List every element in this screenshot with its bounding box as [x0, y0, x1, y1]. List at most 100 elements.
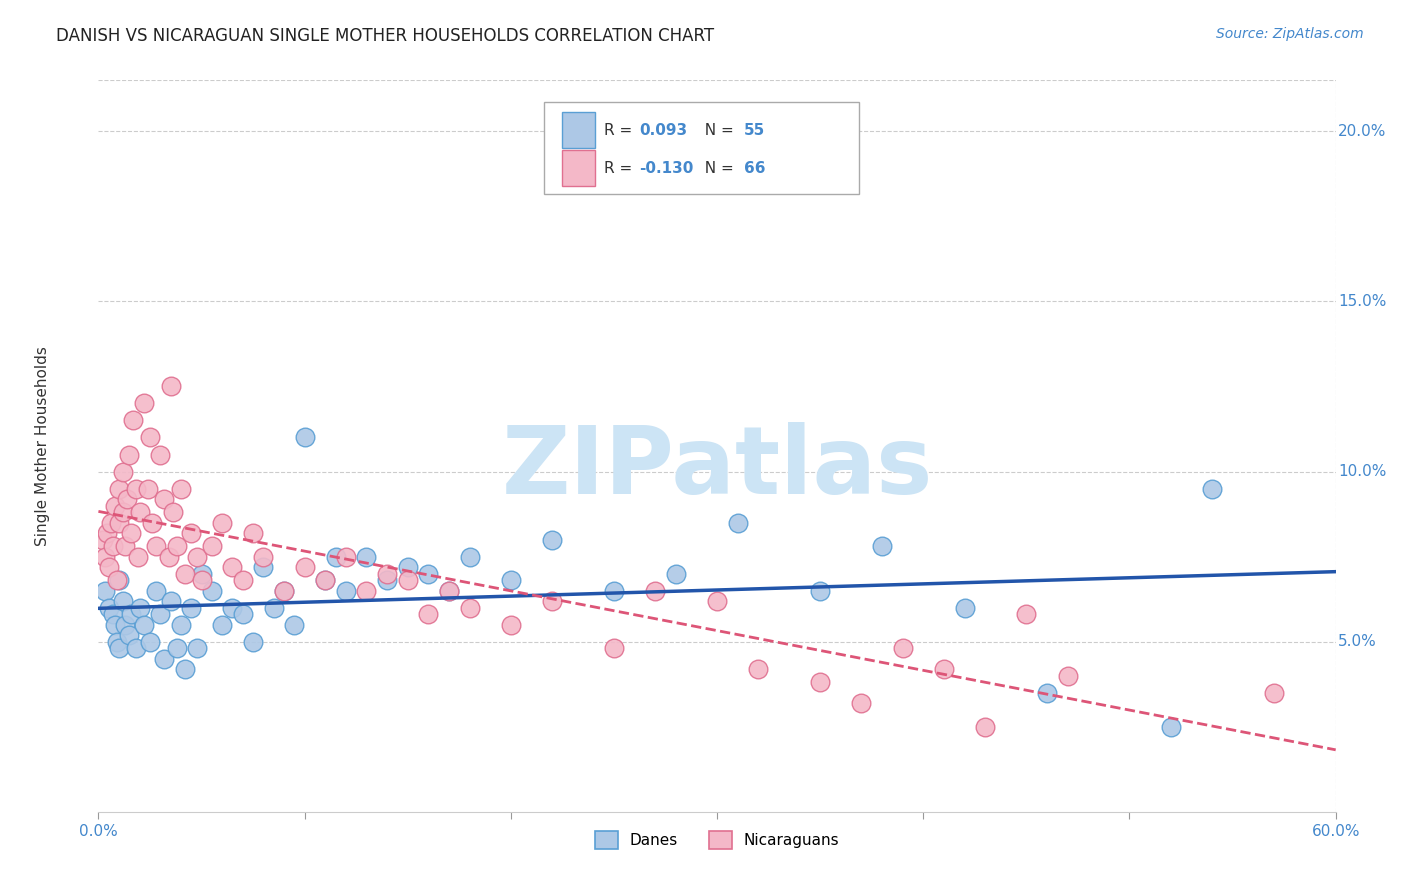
Point: [157, 549, 180, 564]
Point: [145, 540, 167, 554]
Point: [132, 396, 155, 410]
Point: [201, 540, 224, 554]
Point: [314, 574, 336, 588]
Point: [325, 549, 347, 564]
Point: [396, 574, 419, 588]
Point: [294, 559, 316, 574]
Point: [112, 505, 135, 519]
Point: [108, 482, 131, 496]
Text: 20.0%: 20.0%: [1339, 124, 1386, 139]
FancyBboxPatch shape: [562, 112, 595, 147]
Point: [190, 574, 212, 588]
Point: [221, 600, 243, 615]
Point: [211, 617, 233, 632]
Point: [101, 607, 124, 622]
Point: [108, 516, 131, 530]
Point: [252, 559, 274, 574]
Point: [190, 566, 212, 581]
Point: [120, 607, 142, 622]
Point: [499, 574, 522, 588]
Point: [1160, 720, 1182, 734]
Point: [314, 574, 336, 588]
Point: [242, 525, 264, 540]
Point: [128, 600, 150, 615]
Point: [201, 583, 224, 598]
Point: [1056, 668, 1078, 682]
Text: Single Mother Households: Single Mother Households: [35, 346, 51, 546]
Text: -0.130: -0.130: [640, 161, 693, 176]
Point: [104, 617, 127, 632]
Point: [170, 617, 193, 632]
Point: [242, 634, 264, 648]
Point: [335, 583, 357, 598]
Point: [141, 516, 163, 530]
Point: [263, 600, 285, 615]
Text: 10.0%: 10.0%: [1339, 464, 1386, 479]
Point: [186, 549, 208, 564]
Point: [437, 583, 460, 598]
Point: [97, 559, 120, 574]
Point: [101, 540, 124, 554]
Point: [139, 634, 162, 648]
Point: [335, 549, 357, 564]
Point: [149, 607, 172, 622]
Point: [104, 499, 127, 513]
Point: [665, 566, 688, 581]
Point: [93, 583, 115, 598]
Point: [166, 540, 188, 554]
Point: [1015, 607, 1038, 622]
Point: [108, 574, 131, 588]
Point: [1036, 686, 1059, 700]
Point: [124, 641, 146, 656]
Point: [603, 583, 626, 598]
Point: [145, 583, 167, 598]
Text: R =: R =: [605, 161, 637, 176]
Point: [112, 594, 135, 608]
Point: [153, 491, 176, 506]
Point: [953, 600, 976, 615]
Point: [139, 430, 162, 444]
Point: [100, 516, 122, 530]
Point: [375, 566, 398, 581]
Point: [541, 594, 564, 608]
Point: [232, 607, 254, 622]
Point: [105, 634, 128, 648]
Point: [727, 516, 749, 530]
Point: [437, 583, 460, 598]
Point: [808, 675, 831, 690]
Point: [1201, 482, 1223, 496]
Point: [174, 566, 197, 581]
Point: [97, 600, 120, 615]
FancyBboxPatch shape: [544, 103, 859, 194]
Legend: Danes, Nicaraguans: Danes, Nicaraguans: [589, 824, 845, 855]
Point: [747, 662, 769, 676]
Text: 5.0%: 5.0%: [1339, 634, 1376, 649]
Point: [180, 525, 202, 540]
Point: [136, 482, 159, 496]
Text: 0.093: 0.093: [640, 122, 688, 137]
Point: [166, 641, 188, 656]
Point: [418, 607, 440, 622]
Text: DANISH VS NICARAGUAN SINGLE MOTHER HOUSEHOLDS CORRELATION CHART: DANISH VS NICARAGUAN SINGLE MOTHER HOUSE…: [56, 27, 714, 45]
Text: Source: ZipAtlas.com: Source: ZipAtlas.com: [1216, 27, 1364, 41]
Point: [891, 641, 914, 656]
Point: [159, 379, 181, 393]
Point: [117, 491, 139, 506]
Point: [149, 448, 172, 462]
Point: [396, 559, 419, 574]
Text: 15.0%: 15.0%: [1339, 293, 1386, 309]
Point: [118, 448, 141, 462]
Text: 66: 66: [744, 161, 766, 176]
Point: [124, 482, 146, 496]
Point: [458, 600, 481, 615]
Point: [174, 662, 197, 676]
Point: [541, 533, 564, 547]
Point: [108, 641, 131, 656]
Point: [283, 617, 305, 632]
Point: [120, 525, 142, 540]
Point: [232, 574, 254, 588]
Point: [112, 465, 135, 479]
Point: [1263, 686, 1285, 700]
Point: [132, 617, 155, 632]
Point: [180, 600, 202, 615]
